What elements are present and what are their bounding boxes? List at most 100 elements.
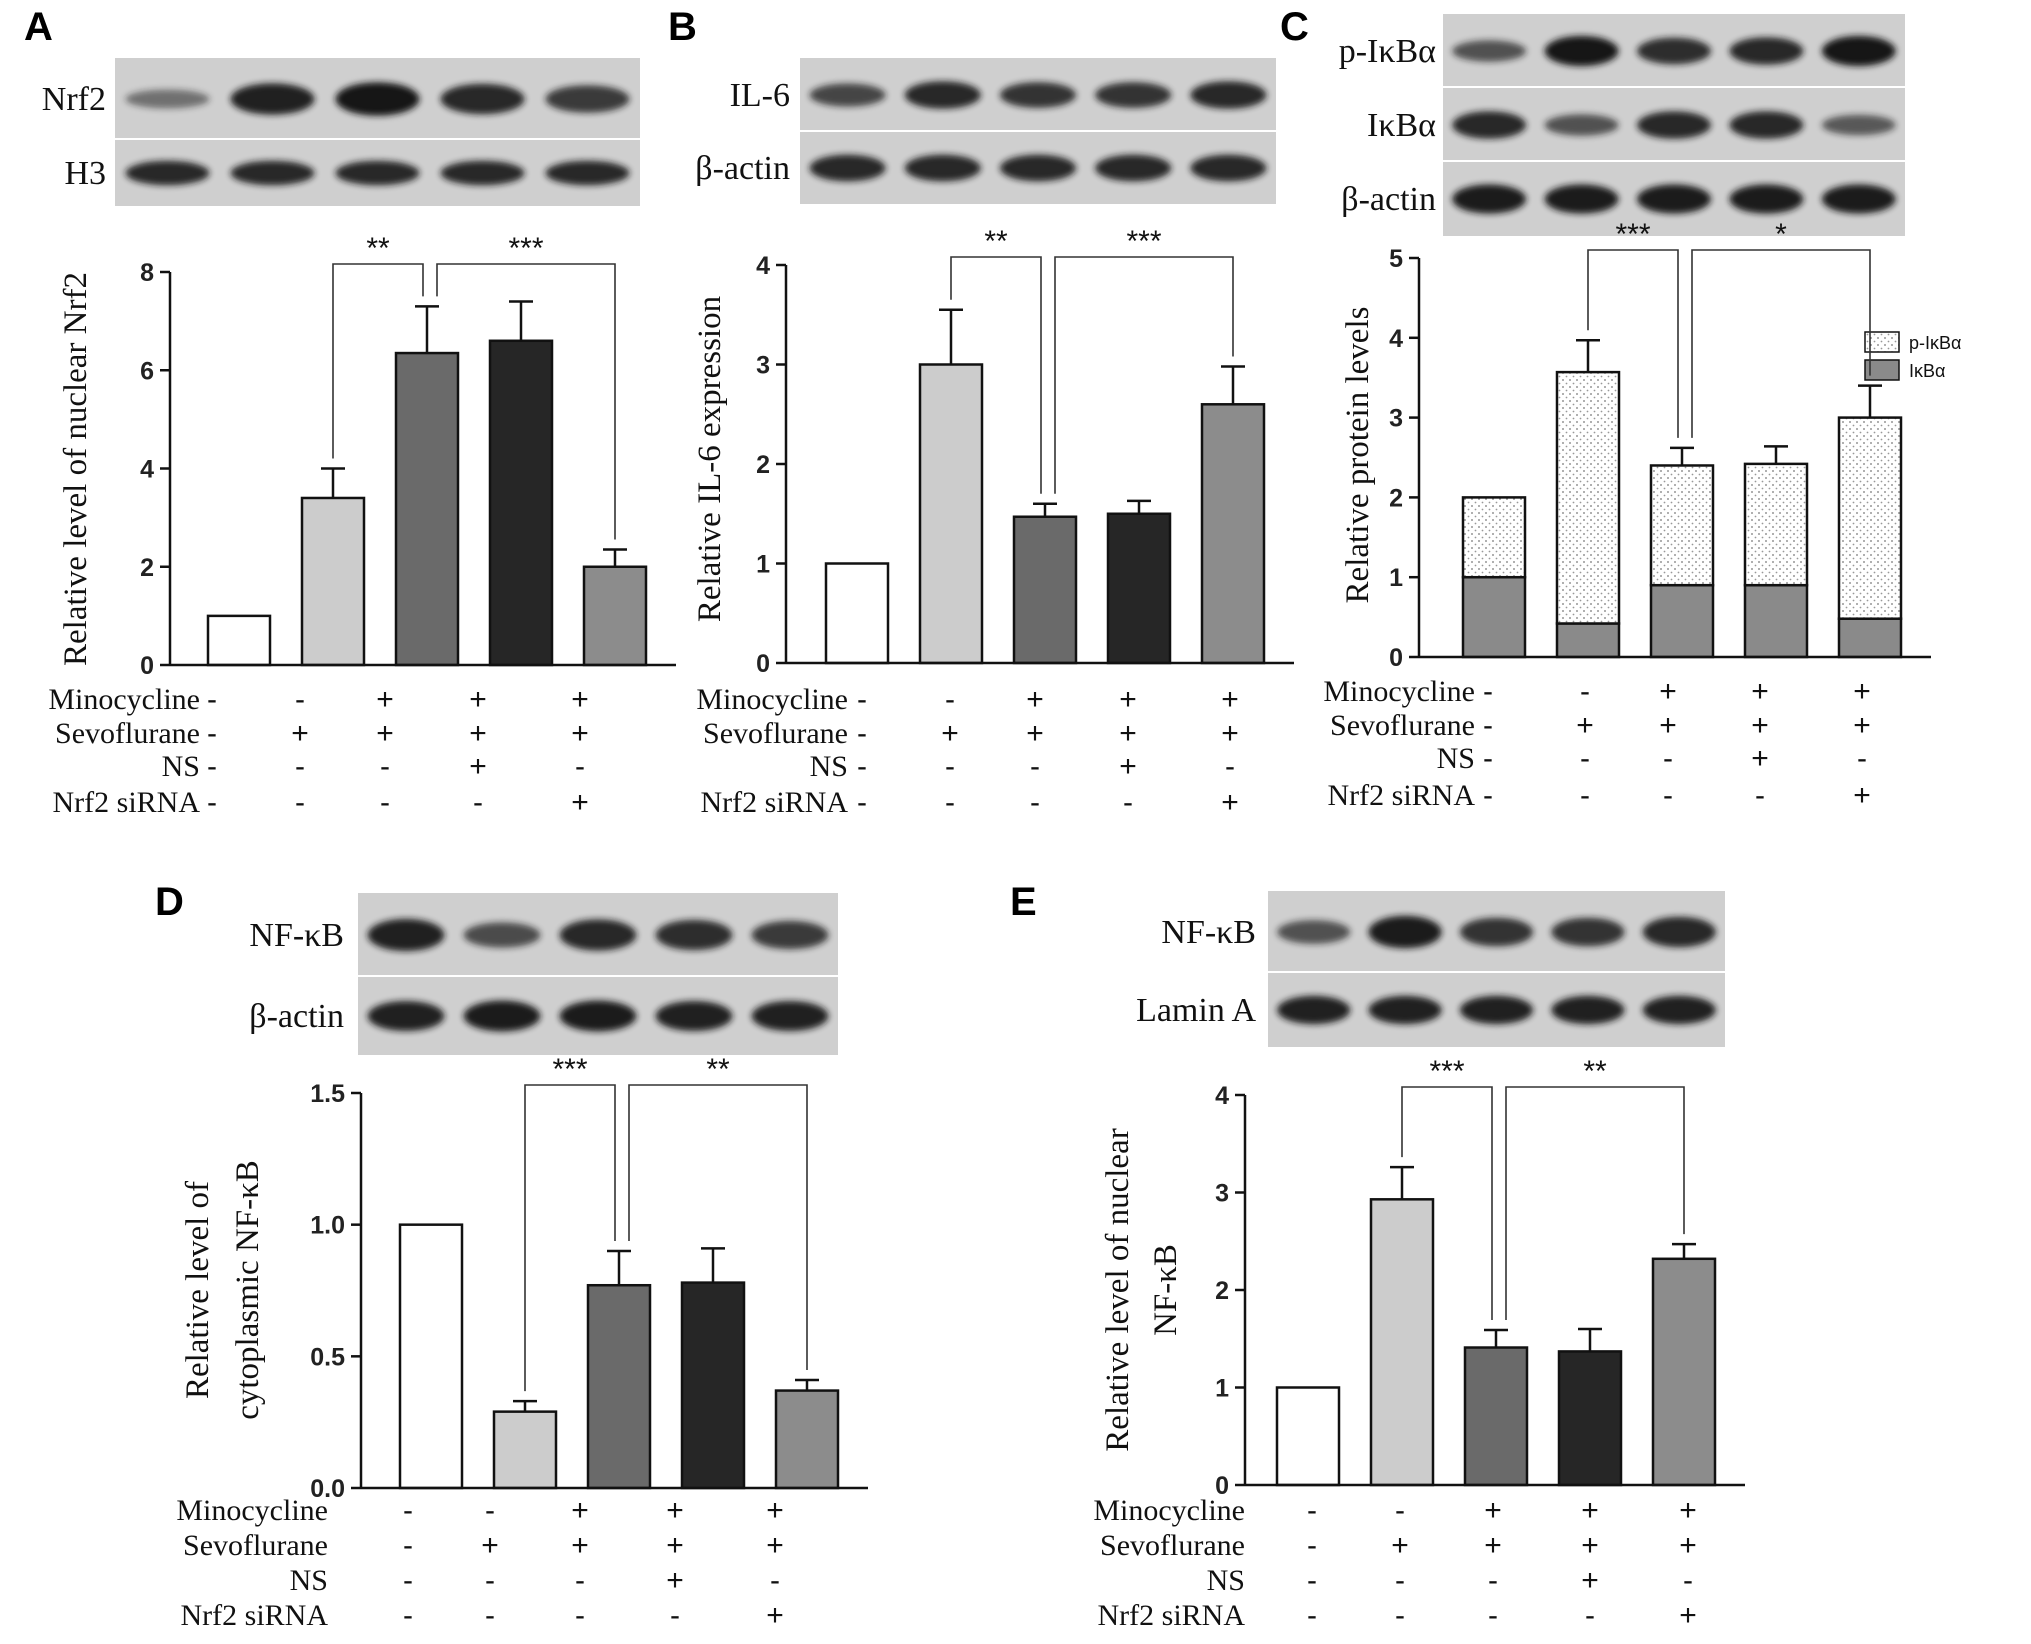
condition-sign: - [945, 683, 955, 716]
bar-ikba [1743, 583, 1809, 659]
western-blot [800, 58, 1276, 204]
condition-sign: - [1663, 779, 1673, 812]
condition-sign: + [1119, 717, 1137, 750]
blot-band [1368, 915, 1442, 949]
panel-letter: D [155, 880, 184, 924]
condition-sign: + [1853, 675, 1871, 708]
condition-sign: - [295, 683, 305, 716]
blot-label: NF-κB [249, 917, 344, 954]
y-tick-label: 2 [756, 451, 770, 479]
condition-label: NS [1207, 1564, 1245, 1597]
bar [1012, 515, 1078, 665]
blot-label: IκBα [1367, 107, 1436, 144]
blot-band [1551, 917, 1625, 947]
y-tick-label: 4 [1389, 325, 1403, 353]
y-tick-label: 0.0 [310, 1475, 345, 1503]
significance-bracket [524, 1084, 616, 1392]
condition-label: Minocycline [696, 683, 848, 716]
condition-sign: - [1580, 675, 1590, 708]
blot-label: NF-κB [1161, 914, 1256, 951]
condition-sign: + [1484, 1529, 1502, 1562]
y-tick-label: 6 [140, 357, 154, 385]
condition-sign: - [473, 786, 483, 819]
condition-sign: - [403, 1494, 413, 1527]
blot-label: p-IκBα [1339, 33, 1436, 70]
condition-label: Sevoflurane [1330, 709, 1475, 742]
panel-d: D NF-κB β-actin 0.0 0.5 1.0 1.5 Relative level … [155, 880, 868, 1632]
condition-sign: + [1853, 779, 1871, 812]
blot-band [1544, 184, 1619, 214]
western-blot [1443, 14, 1905, 236]
significance-label: *** [508, 232, 543, 265]
blot-band [1452, 111, 1527, 139]
blot-band [904, 154, 981, 182]
panel-e: E NF-κB Lamin A 0 1 2 3 4 Relative level of nucl… [1010, 880, 1745, 1632]
bar [1557, 1350, 1623, 1487]
bar [398, 1223, 464, 1490]
y-tick-label: 3 [1389, 405, 1403, 433]
significance-label: *** [1126, 225, 1161, 258]
blot-band [1095, 154, 1172, 182]
blot-band [125, 89, 210, 109]
condition-sign: - [1030, 750, 1040, 783]
condition-sign: + [1581, 1494, 1599, 1527]
legend-label: p-IκBα [1909, 333, 1961, 353]
bar-ikba [1555, 622, 1621, 659]
blot-band [1190, 154, 1267, 182]
condition-label: Minocycline [48, 683, 200, 716]
blot-label: β-actin [1341, 181, 1436, 218]
blot-band [904, 81, 981, 109]
condition-sign: + [1751, 742, 1769, 775]
condition-sign: + [666, 1529, 684, 1562]
y-tick-label: 3 [756, 352, 770, 380]
y-tick-label: 4 [140, 456, 154, 484]
blot-band [440, 160, 525, 186]
y-tick-label: 1 [1389, 564, 1403, 592]
bar-ikba [1649, 583, 1715, 659]
condition-sign: + [376, 683, 394, 716]
condition-sign: + [941, 717, 959, 750]
condition-sign: - [1395, 1494, 1405, 1527]
condition-sign: - [857, 683, 867, 716]
blot-band [1277, 920, 1351, 944]
significance-label: *** [1429, 1055, 1464, 1088]
condition-label: Nrf2 siRNA [181, 1599, 329, 1632]
significance-label: ** [706, 1053, 730, 1086]
condition-sign: + [571, 1529, 589, 1562]
y-tick-label: 0 [1215, 1472, 1229, 1500]
condition-label: Minocycline [1323, 675, 1475, 708]
blot-band [545, 85, 630, 113]
blot-band [1729, 184, 1804, 214]
bar [824, 562, 890, 665]
blot-label: Nrf2 [42, 81, 106, 118]
western-blot [115, 58, 640, 206]
condition-sign: + [1026, 683, 1044, 716]
blot-band [1729, 111, 1804, 139]
condition-sign: + [1581, 1529, 1599, 1562]
condition-sign: - [403, 1564, 413, 1597]
condition-sign: + [1751, 675, 1769, 708]
y-tick-label: 0.5 [310, 1343, 345, 1371]
y-axis-label: cytoplasmic NF-κB [230, 1160, 266, 1420]
condition-sign: + [1221, 717, 1239, 750]
condition-sign: - [207, 750, 217, 783]
significance-bracket [950, 256, 1042, 494]
legend-label: IκBα [1909, 361, 1945, 381]
condition-sign: - [575, 750, 585, 783]
condition-sign: + [1221, 683, 1239, 716]
blot-band [1095, 82, 1172, 108]
panel-letter: B [668, 5, 697, 49]
significance-label: ** [366, 232, 390, 265]
y-tick-label: 8 [140, 259, 154, 287]
condition-sign: - [403, 1599, 413, 1632]
y-tick-label: 3 [1215, 1180, 1229, 1208]
condition-sign: - [1225, 750, 1235, 783]
significance-label: * [1775, 218, 1787, 251]
bar [918, 363, 984, 665]
condition-label: NS [290, 1564, 328, 1597]
condition-sign: - [1030, 786, 1040, 819]
blot-band [230, 83, 315, 115]
y-tick-label: 4 [1215, 1082, 1229, 1110]
bar [1106, 512, 1172, 665]
condition-sign: - [1307, 1529, 1317, 1562]
